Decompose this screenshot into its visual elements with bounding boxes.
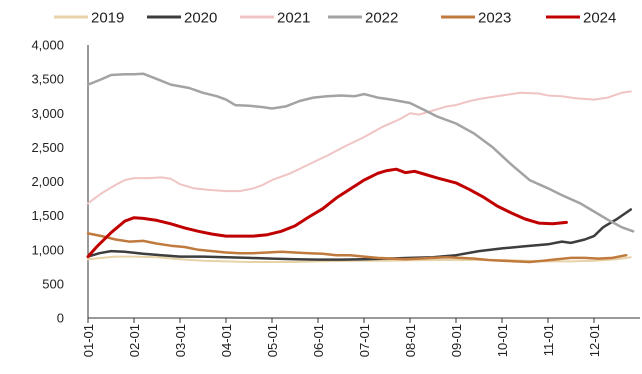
- series-line-2023: [86, 232, 628, 264]
- y-tick-label: 4,000: [31, 38, 64, 53]
- y-tick-label: 3,000: [31, 106, 64, 121]
- legend-label-2024: 2024: [583, 10, 616, 27]
- y-tick-label: 500: [42, 276, 64, 291]
- x-tick-label: 08-01: [403, 324, 418, 357]
- x-tick-label: 03-01: [173, 324, 188, 357]
- chart-legend: 2019 2020 2021 2022 2023 2024: [54, 10, 616, 27]
- y-tick-label: 3,500: [31, 72, 64, 87]
- y-axis-tick-labels: 0 500 1,000 1,500 2,000 2,500 3,000 3,500 4,000: [31, 38, 64, 326]
- chart-axes: [87, 45, 640, 323]
- y-tick-label: 1,000: [31, 242, 64, 257]
- x-tick-label: 01-01: [81, 324, 96, 357]
- series-line-2022: [86, 72, 635, 233]
- y-tick-label: 0: [57, 311, 64, 326]
- legend-label-2022: 2022: [365, 10, 398, 27]
- x-axis-tick-labels: 01-01 02-01 03-01 04-01 05-01 06-01 07-01 08-01…: [81, 324, 602, 357]
- y-tick-label: 1,500: [31, 208, 64, 223]
- x-tick-label: 12-01: [587, 324, 602, 357]
- x-tick-label: 07-01: [357, 324, 372, 357]
- series-line-2024: [86, 167, 568, 259]
- x-tick-label: 11-01: [541, 324, 556, 356]
- x-tick-label: 10-01: [495, 324, 510, 357]
- x-tick-label: 06-01: [311, 324, 326, 357]
- x-tick-label: 09-01: [449, 324, 464, 357]
- legend-label-2020: 2020: [184, 10, 217, 27]
- y-tick-label: 2,500: [31, 140, 64, 155]
- legend-label-2023: 2023: [478, 10, 511, 27]
- x-tick-label: 02-01: [127, 324, 142, 357]
- series-line-2020: [86, 208, 633, 261]
- plot-area: [86, 72, 635, 264]
- y-tick-label: 2,000: [31, 174, 64, 189]
- x-tick-label: 04-01: [219, 324, 234, 357]
- legend-label-2021: 2021: [277, 10, 310, 27]
- legend-label-2019: 2019: [91, 10, 124, 27]
- series-line-2021: [87, 90, 632, 205]
- x-tick-label: 05-01: [265, 324, 280, 357]
